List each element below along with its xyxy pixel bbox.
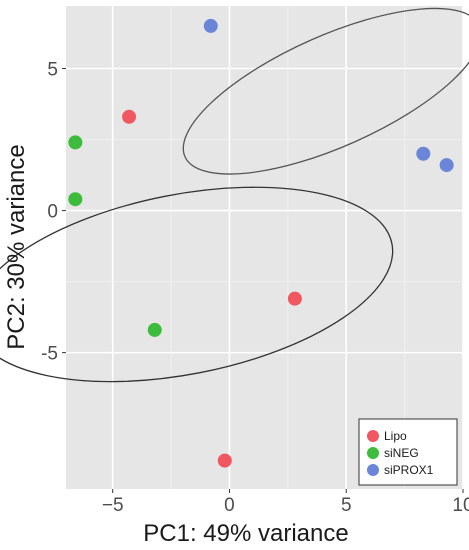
- x-tick-label: 0: [224, 495, 235, 516]
- x-tick-label: 5: [341, 495, 352, 516]
- point-sineg: [68, 135, 83, 150]
- x-tick-label: 10: [452, 495, 469, 516]
- point-siprox1: [203, 18, 218, 33]
- cluster-ellipse-1: [0, 186, 394, 383]
- legend-label-lipo: Lipo: [384, 429, 407, 443]
- legend-label-sineg: siNEG: [384, 446, 419, 460]
- cluster-ellipses: [0, 7, 469, 383]
- x-tick-label: −5: [102, 495, 124, 516]
- cluster-ellipse-2: [182, 7, 469, 175]
- legend-marker-siprox1: [367, 464, 379, 476]
- legend-label-siprox1: siPROX1: [384, 463, 434, 477]
- y-tick-label: 5: [47, 60, 58, 81]
- x-axis-ticks: −5 0 5 10: [102, 489, 469, 516]
- x-axis-title: PC1: 49% variance: [143, 520, 348, 547]
- legend-marker-lipo: [367, 430, 379, 442]
- point-siprox1: [416, 146, 431, 161]
- legend-marker-sineg: [367, 447, 379, 459]
- point-siprox1: [439, 158, 454, 173]
- y-axis-title: PC2: 30% variance: [3, 144, 30, 349]
- y-tick-label: -5: [41, 344, 58, 365]
- plot-panel: [66, 6, 463, 489]
- point-lipo: [122, 109, 137, 124]
- point-lipo: [287, 291, 302, 306]
- data-points: [68, 18, 454, 468]
- y-tick-label: 0: [47, 202, 58, 223]
- point-lipo: [217, 453, 232, 468]
- legend: Lipo siNEG siPROX1: [358, 418, 458, 486]
- y-axis-ticks: 5 0 -5: [41, 60, 66, 365]
- point-sineg: [68, 192, 83, 207]
- point-sineg: [147, 322, 162, 337]
